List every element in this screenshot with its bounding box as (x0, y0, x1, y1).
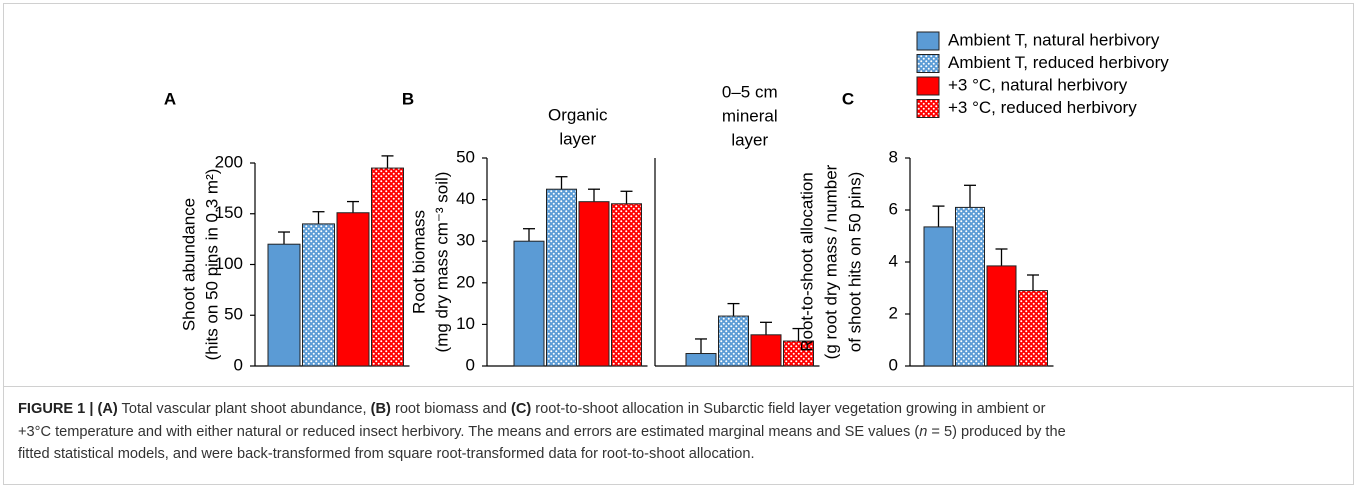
bar (986, 265, 1017, 367)
bar (1018, 290, 1048, 367)
legend-swatch (916, 76, 940, 96)
bar (750, 334, 782, 367)
bar (546, 188, 577, 367)
bar (302, 223, 335, 367)
category-label: Organic (548, 105, 608, 124)
legend-label: Ambient T, natural herbivory (948, 30, 1160, 49)
bar (578, 201, 610, 367)
caption-text: Total vascular plant shoot abundance, (117, 401, 371, 417)
bar (513, 240, 545, 367)
bar (611, 203, 642, 367)
bar (923, 226, 954, 367)
y-axis-label: of shoot hits on 50 pins) (845, 172, 864, 353)
y-axis-label: (hits on 50 pins in 0.3 m²) (202, 169, 221, 361)
panel-label: C (842, 89, 854, 108)
category-label: mineral (722, 106, 778, 125)
bar (783, 340, 814, 367)
y-tick-label: 10 (456, 314, 475, 333)
y-tick-label: 30 (456, 231, 475, 250)
y-tick-label: 50 (224, 305, 243, 324)
caption-line: FIGURE 1 | (A) Total vascular plant shoo… (18, 398, 1343, 421)
caption-text: = 5) produced by the (927, 423, 1066, 440)
caption-text: (B) (370, 401, 391, 417)
panel-label: A (164, 89, 176, 108)
bar (718, 315, 749, 367)
y-tick-label: 200 (215, 152, 243, 171)
y-axis-label: (g root dry mass / number (821, 164, 840, 359)
y-tick-label: 0 (889, 355, 898, 374)
legend-label: +3 °C, reduced herbivory (948, 98, 1137, 117)
category-label: layer (731, 130, 768, 149)
caption-line: fitted statistical models, and were back… (18, 443, 1343, 466)
caption-text: fitted statistical models, and were back… (18, 446, 755, 462)
bar (336, 212, 370, 367)
category-label: 0–5 cm (722, 82, 778, 101)
legend-label: Ambient T, reduced herbivory (948, 53, 1169, 72)
bar (371, 167, 404, 367)
category-label: layer (559, 129, 596, 148)
figure-frame (3, 3, 1354, 485)
y-tick-label: 8 (889, 147, 898, 166)
legend-swatch (916, 99, 940, 118)
bar (267, 243, 301, 367)
caption: FIGURE 1 | (A) Total vascular plant shoo… (18, 398, 1343, 466)
y-axis-label: (mg dry mass cm⁻³ soil) (432, 172, 451, 353)
y-tick-label: 40 (456, 189, 475, 208)
y-axis-label: Root-to-shoot allocation (797, 172, 816, 352)
legend-label: +3 °C, natural herbivory (948, 75, 1128, 94)
panel-label: B (402, 89, 414, 108)
y-tick-label: 6 (889, 199, 898, 218)
y-tick-label: 0 (466, 355, 475, 374)
y-tick-label: 100 (215, 254, 243, 273)
bar (685, 353, 717, 367)
y-axis-label: Root biomass (409, 210, 428, 314)
y-tick-label: 20 (456, 272, 475, 291)
caption-text: FIGURE 1 | (A) (18, 401, 118, 417)
caption-text: +3°C temperature and with either natural… (18, 423, 920, 440)
y-tick-label: 0 (234, 355, 243, 374)
legend-swatch (916, 31, 940, 51)
caption-text: n (919, 423, 928, 440)
caption-text: (C) (510, 401, 532, 417)
y-tick-label: 50 (456, 147, 475, 166)
y-axis-label: Shoot abundance (179, 198, 198, 331)
charts: A Shoot abundance (hits on 50 pins in 0.3 … (164, 30, 1169, 374)
caption-line: +3°C temperature and with either natural… (18, 421, 1343, 444)
bar (955, 206, 985, 367)
y-tick-label: 150 (215, 203, 243, 222)
caption-text: root biomass and (390, 401, 511, 417)
y-tick-label: 2 (889, 303, 898, 322)
legend-swatch (916, 54, 940, 73)
caption-separator (3, 386, 1354, 387)
y-tick-label: 4 (889, 251, 898, 270)
caption-text: root-to-shoot allocation in Subarctic fi… (531, 401, 1046, 417)
